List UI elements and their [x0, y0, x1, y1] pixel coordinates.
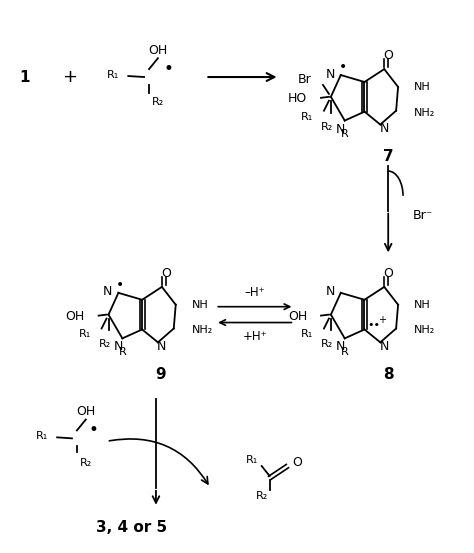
Text: O: O	[383, 49, 393, 62]
Text: 9: 9	[155, 367, 166, 382]
Text: +: +	[63, 68, 77, 86]
Text: +H⁺: +H⁺	[242, 330, 267, 343]
Text: O: O	[161, 267, 171, 279]
Text: R: R	[118, 347, 126, 357]
Text: N: N	[326, 67, 335, 81]
Text: N: N	[336, 340, 346, 353]
Text: R₁: R₁	[301, 330, 313, 340]
Text: OH: OH	[288, 310, 307, 323]
Text: •: •	[338, 60, 347, 74]
Text: •: •	[164, 60, 174, 78]
Text: R₂: R₂	[99, 340, 111, 349]
Text: Br: Br	[297, 72, 311, 86]
Text: ••: ••	[368, 320, 381, 330]
Text: R₁: R₁	[107, 70, 119, 80]
Text: O: O	[383, 267, 393, 279]
Text: R₁: R₁	[301, 112, 313, 122]
Text: N: N	[380, 122, 389, 135]
Text: R₂: R₂	[80, 458, 92, 468]
Text: R₁: R₁	[246, 455, 258, 465]
Text: NH₂: NH₂	[191, 326, 213, 336]
Text: –H⁺: –H⁺	[245, 286, 265, 299]
Text: N: N	[157, 340, 166, 353]
Text: R₂: R₂	[321, 122, 333, 132]
Text: HO: HO	[288, 92, 307, 105]
Text: N: N	[114, 340, 123, 353]
Text: NH₂: NH₂	[414, 326, 435, 336]
Text: N: N	[103, 285, 112, 299]
Text: O: O	[292, 456, 302, 468]
Text: R: R	[341, 347, 348, 357]
Text: NH: NH	[414, 82, 431, 92]
Text: •: •	[89, 421, 99, 440]
Text: R₁: R₁	[79, 330, 91, 340]
Text: Br⁻: Br⁻	[412, 209, 433, 222]
Text: 3, 4 or 5: 3, 4 or 5	[96, 520, 167, 535]
FancyArrowPatch shape	[109, 439, 208, 484]
Text: N: N	[326, 285, 335, 299]
Text: N: N	[336, 123, 346, 135]
Text: OH: OH	[76, 405, 95, 418]
Text: R₂: R₂	[152, 97, 164, 107]
Text: 1: 1	[19, 70, 30, 85]
Text: R: R	[341, 129, 348, 139]
Text: +: +	[378, 315, 386, 325]
Text: NH: NH	[414, 300, 431, 310]
Text: R₂: R₂	[255, 491, 268, 501]
Text: R₂: R₂	[321, 340, 333, 349]
Text: OH: OH	[148, 44, 168, 57]
Text: NH: NH	[191, 300, 208, 310]
Text: OH: OH	[65, 310, 85, 323]
Text: NH₂: NH₂	[414, 108, 435, 118]
Text: 7: 7	[383, 149, 393, 164]
Text: R₁: R₁	[36, 431, 48, 441]
Text: •: •	[116, 278, 125, 292]
Text: 8: 8	[383, 367, 393, 382]
Text: N: N	[380, 340, 389, 353]
